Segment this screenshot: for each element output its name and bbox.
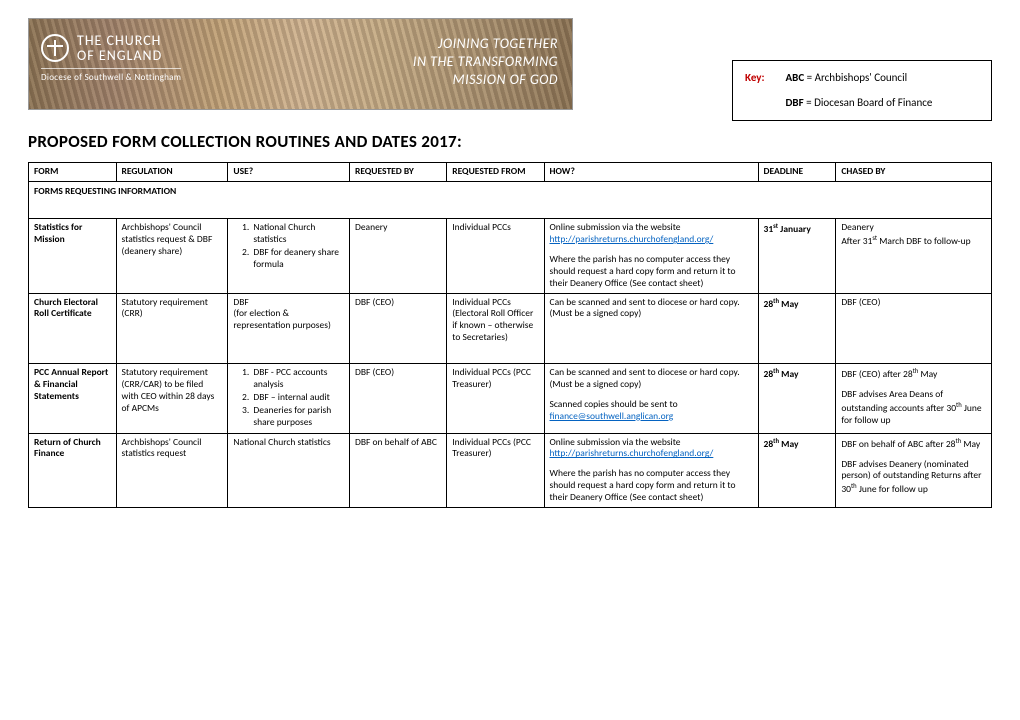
- table-row: Return of Church Finance Archbishops' Co…: [29, 433, 992, 507]
- r1-use1: National Church statistics: [251, 222, 344, 246]
- col-use: USE?: [228, 163, 350, 182]
- church-cross-icon: [41, 34, 69, 62]
- r3-link[interactable]: finance@southwell.anglican.org: [550, 410, 674, 422]
- key-abc-abbr: ABC: [786, 71, 805, 84]
- r2-deadline: 28th May: [758, 293, 836, 364]
- tagline-l1: JOINING TOGETHER: [413, 35, 558, 53]
- key-label: Key:: [745, 69, 783, 88]
- col-requested-by: REQUESTED BY: [349, 163, 446, 182]
- r3-rfrom: Individual PCCs (PCC Treasurer): [447, 364, 544, 433]
- key-legend-box: Key: ABC = Archbishops' Council DBF = Di…: [732, 60, 992, 121]
- tagline-l2: IN THE TRANSFORMING: [413, 53, 558, 71]
- r3-use: DBF - PCC accounts analysis DBF – intern…: [228, 364, 350, 433]
- table-row: Church Electoral Roll Certificate Statut…: [29, 293, 992, 364]
- col-regulation: REGULATION: [116, 163, 228, 182]
- col-form: FORM: [29, 163, 117, 182]
- table-header-row: FORM REGULATION USE? REQUESTED BY REQUES…: [29, 163, 992, 182]
- r3-rby: DBF (CEO): [349, 364, 446, 433]
- r4-how: Online submission via the website http:/…: [544, 433, 758, 507]
- section-title: FORMS REQUESTING INFORMATION: [29, 182, 992, 219]
- table-row: PCC Annual Report & Financial Statements…: [29, 364, 992, 433]
- r4-form: Return of Church Finance: [34, 436, 101, 460]
- r4-use: National Church statistics: [228, 433, 350, 507]
- r2-use: DBF (for election & representation purpo…: [228, 293, 350, 364]
- r1-use2: DBF for deanery share formula: [251, 247, 344, 271]
- key-dbf-abbr: DBF: [786, 96, 804, 109]
- diocese-name: Diocese of Southwell & Nottingham: [41, 68, 181, 83]
- r3-chase: DBF (CEO) after 28th May DBF advises Are…: [836, 364, 992, 433]
- forms-table: FORM REGULATION USE? REQUESTED BY REQUES…: [28, 162, 992, 508]
- tagline-l3: MISSION OF GOD: [413, 71, 558, 89]
- r3-deadline: 28th May: [758, 364, 836, 433]
- key-dbf-def: = Diocesan Board of Finance: [804, 96, 933, 109]
- header-row: THE CHURCH OF ENGLAND Diocese of Southwe…: [28, 18, 992, 121]
- section-header-row: FORMS REQUESTING INFORMATION: [29, 182, 992, 219]
- r1-rby: Deanery: [349, 219, 446, 293]
- banner-tagline: JOINING TOGETHER IN THE TRANSFORMING MIS…: [413, 35, 558, 90]
- r2-reg: Statutory requirement (CRR): [116, 293, 228, 364]
- r1-use: National Church statistics DBF for deane…: [228, 219, 350, 293]
- r3-use1: DBF - PCC accounts analysis: [251, 367, 344, 391]
- r1-link[interactable]: http://parishreturns.churchofengland.org…: [550, 233, 714, 245]
- r4-chase: DBF on behalf of ABC after 28th May DBF …: [836, 433, 992, 507]
- key-abc-def: = Archbishops' Council: [804, 71, 907, 84]
- r4-rfrom: Individual PCCs (PCC Treasurer): [447, 433, 544, 507]
- r2-rby: DBF (CEO): [349, 293, 446, 364]
- r1-how: Online submission via the website http:/…: [544, 219, 758, 293]
- banner-image: THE CHURCH OF ENGLAND Diocese of Southwe…: [28, 18, 573, 110]
- org-name-line1: THE CHURCH: [77, 33, 162, 48]
- r4-reg: Archbishops' Council statistics request: [116, 433, 228, 507]
- r2-how: Can be scanned and sent to diocese or ha…: [544, 293, 758, 364]
- page-title: PROPOSED FORM COLLECTION ROUTINES AND DA…: [28, 131, 992, 152]
- col-deadline: DEADLINE: [758, 163, 836, 182]
- r4-deadline: 28th May: [758, 433, 836, 507]
- r2-chase: DBF (CEO): [836, 293, 992, 364]
- r2-rfrom: Individual PCCs (Electoral Roll Officer …: [447, 293, 544, 364]
- col-requested-from: REQUESTED FROM: [447, 163, 544, 182]
- r1-form: Statistics for Mission: [34, 221, 82, 245]
- r4-link[interactable]: http://parishreturns.churchofengland.org…: [550, 447, 714, 459]
- r3-use3: Deaneries for parish share purposes: [251, 405, 344, 429]
- r1-reg: Archbishops' Council statistics request …: [116, 219, 228, 293]
- r3-how: Can be scanned and sent to diocese or ha…: [544, 364, 758, 433]
- r3-reg: Statutory requirement (CRR/CAR) to be fi…: [116, 364, 228, 433]
- col-how: HOW?: [544, 163, 758, 182]
- r1-rfrom: Individual PCCs: [447, 219, 544, 293]
- col-chased-by: CHASED BY: [836, 163, 992, 182]
- banner-org-block: THE CHURCH OF ENGLAND Diocese of Southwe…: [41, 33, 181, 83]
- r1-chase: Deanery After 31st March DBF to follow-u…: [836, 219, 992, 293]
- table-row: Statistics for Mission Archbishops' Coun…: [29, 219, 992, 293]
- r3-form: PCC Annual Report & Financial Statements: [34, 366, 108, 402]
- r3-use2: DBF – internal audit: [251, 392, 344, 404]
- r1-deadline: 31st January: [758, 219, 836, 293]
- r4-rby: DBF on behalf of ABC: [349, 433, 446, 507]
- r2-form: Church Electoral Roll Certificate: [34, 296, 98, 320]
- org-name-line2: OF ENGLAND: [77, 48, 162, 63]
